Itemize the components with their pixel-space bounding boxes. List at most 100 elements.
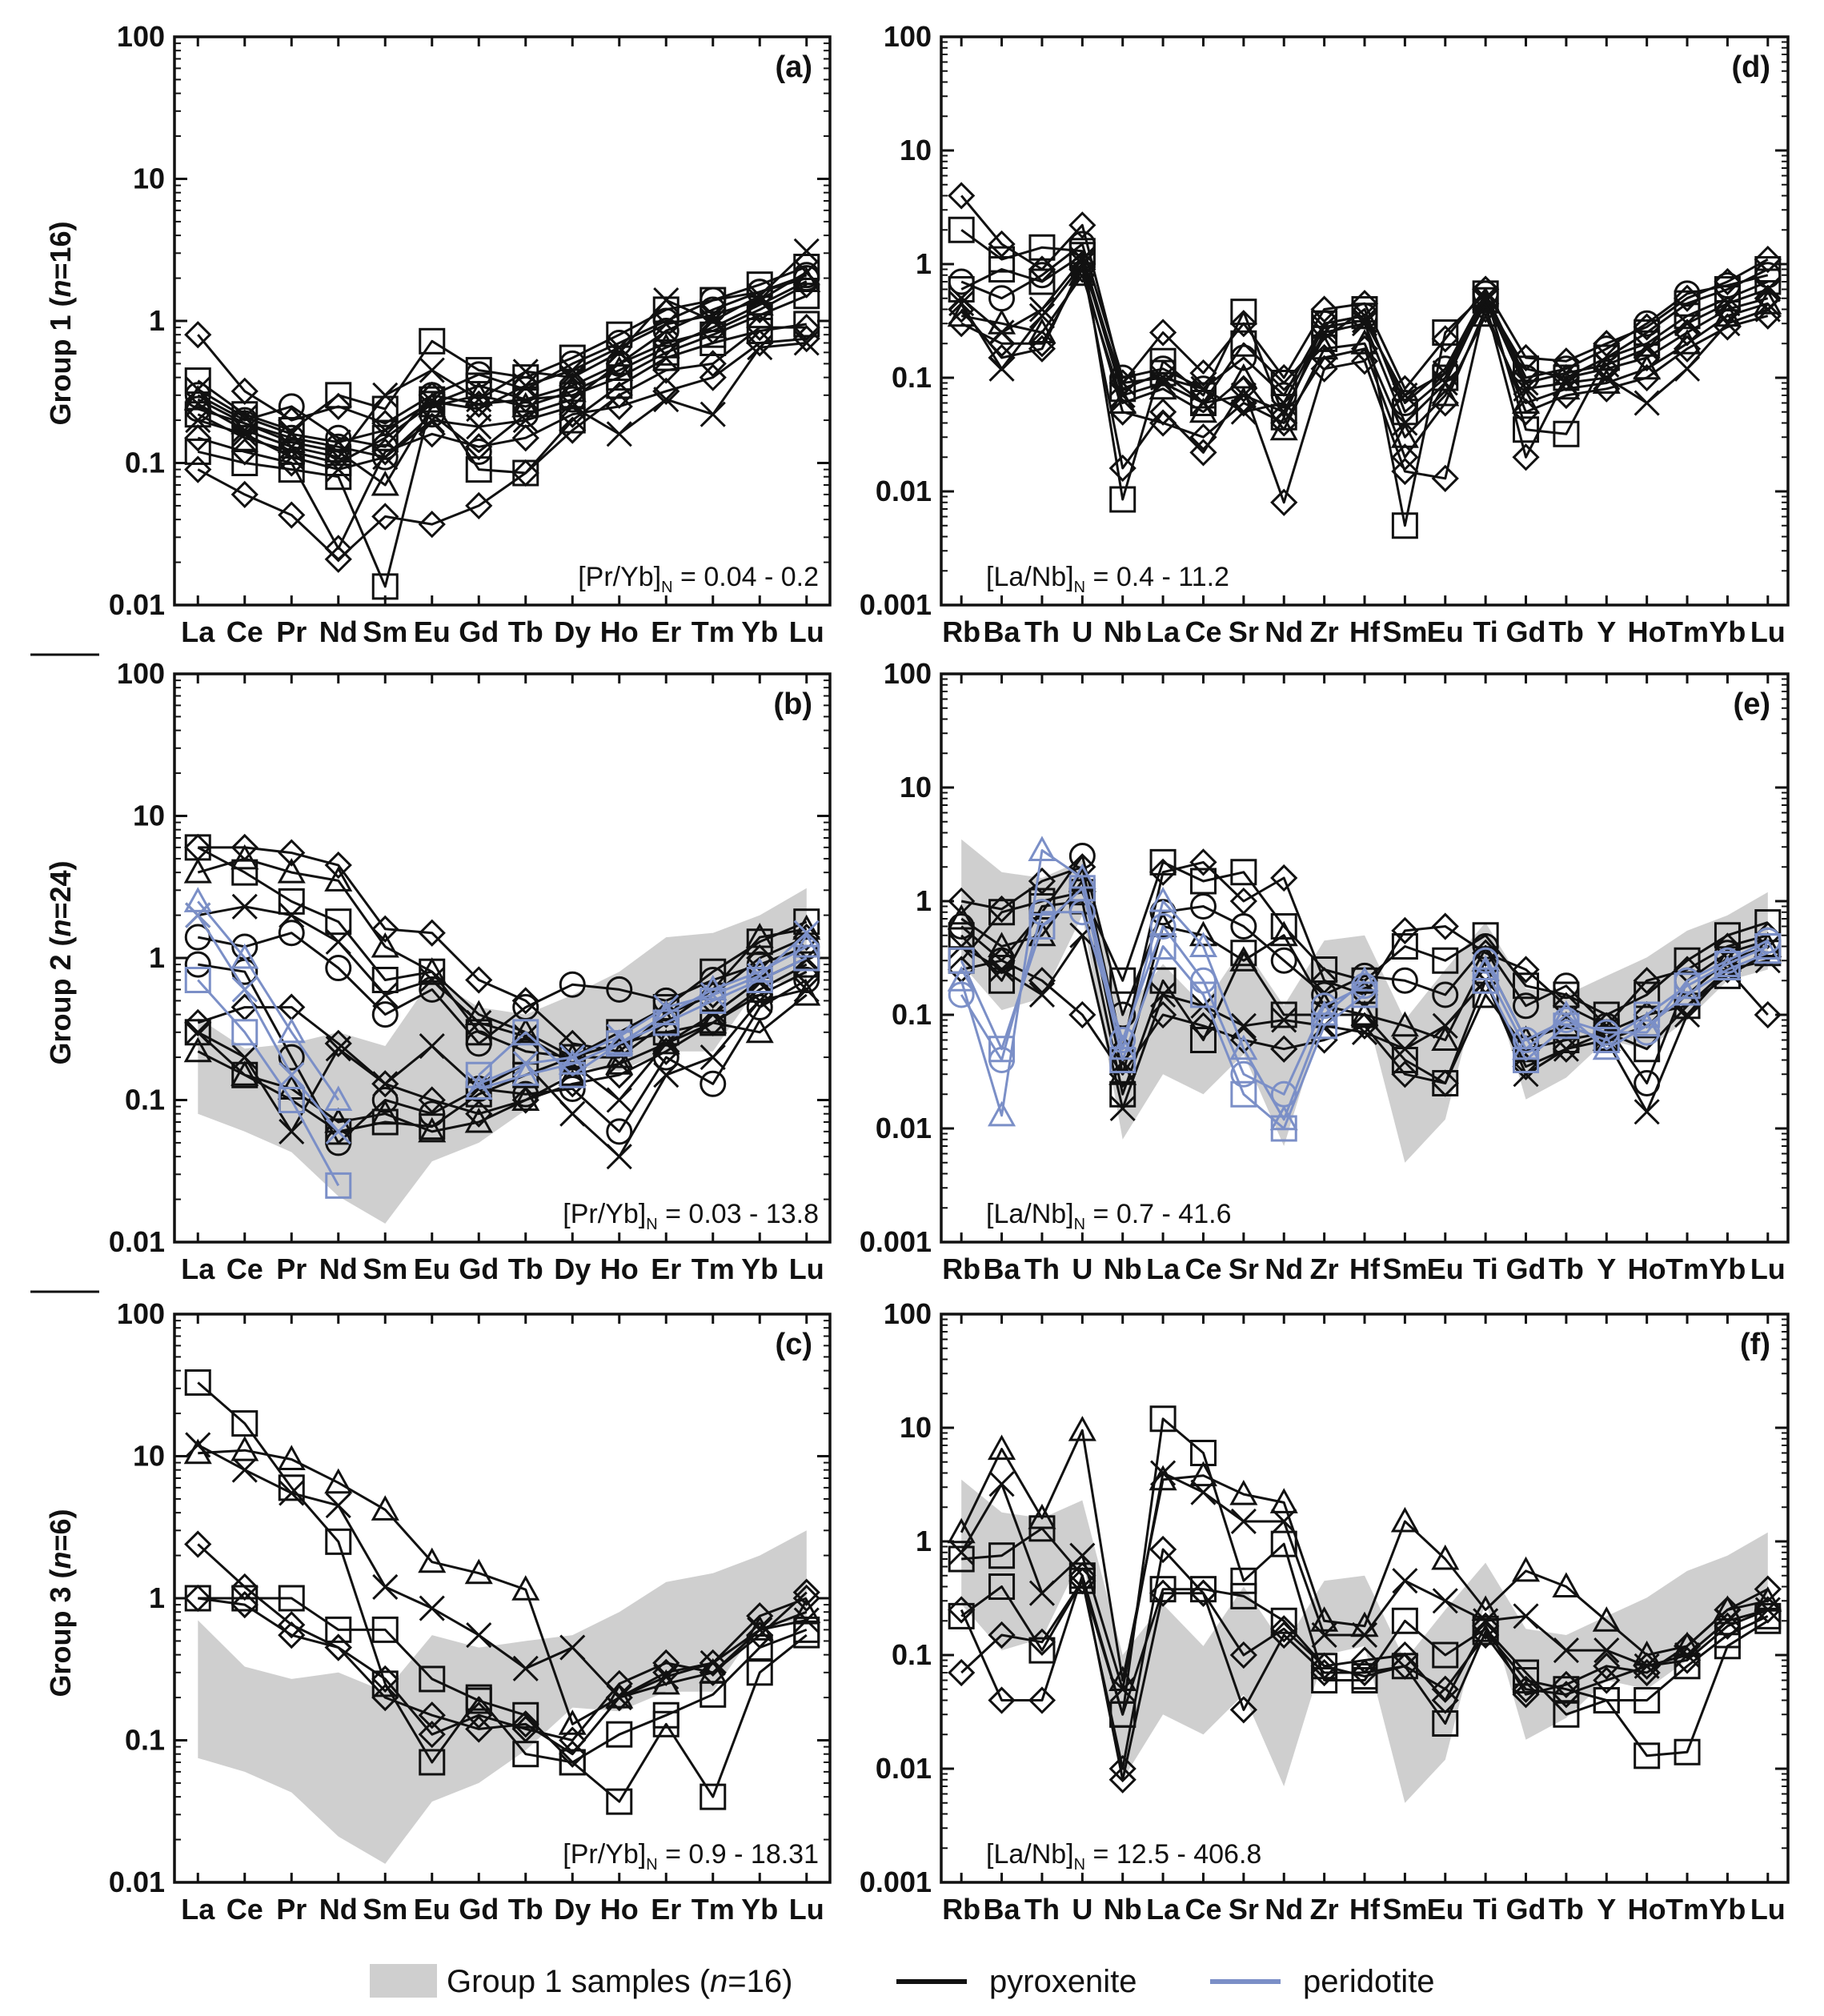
ratio-annotation: [La/Nb]N = 0.4 - 11.2 <box>986 562 1229 596</box>
x-category-label: Gd <box>459 1252 499 1285</box>
data-point-square <box>1230 330 1257 357</box>
data-point-triangle <box>511 1085 540 1111</box>
data-point-circle <box>1311 992 1338 1020</box>
data-point-square <box>988 1542 1016 1569</box>
row-label-group-1: Group 1 (n=16) <box>44 221 77 425</box>
data-point-diamond <box>699 1649 727 1677</box>
x-category-label: Nd <box>1265 1893 1303 1926</box>
data-point-square <box>231 424 259 451</box>
data-point-square <box>419 1749 446 1776</box>
panel-b: 0.01 0.1 1 10 100 La Ce Pr Nd Sm Eu Gd Tb Dy Ho Er Tm Yb L… <box>109 657 832 1285</box>
data-point-triangle <box>1189 1461 1218 1487</box>
data-series <box>948 922 1781 1125</box>
data-point-triangle <box>605 1682 634 1709</box>
data-point-x <box>185 376 211 403</box>
data-point-diamond <box>184 424 212 452</box>
data-point-square <box>988 255 1016 283</box>
y-tick-label: 1 <box>916 1525 932 1557</box>
data-point-circle <box>1270 1080 1297 1108</box>
x-category-label: Tb <box>1549 615 1584 648</box>
data-point-diamond <box>1391 443 1419 471</box>
data-point-triangle <box>1592 1606 1621 1632</box>
data-point-triangle <box>1673 980 1702 1006</box>
data-point-x <box>1351 1621 1378 1649</box>
data-point-x <box>466 395 492 423</box>
data-point-square <box>1432 1069 1459 1096</box>
data-point-triangle <box>792 980 821 1006</box>
data-point-x <box>700 1001 726 1028</box>
data-point-square <box>1109 1047 1136 1074</box>
data-point-square <box>1432 319 1459 346</box>
data-point-diamond <box>988 230 1016 259</box>
data-point-triangle <box>1754 932 1782 958</box>
data-point-diamond <box>1028 867 1056 896</box>
data-point-triangle <box>558 1709 587 1735</box>
x-category-label: Hf <box>1349 1252 1381 1285</box>
x-category-label: Gd <box>459 615 499 648</box>
legend-peridotite-label: peridotite <box>1303 1964 1435 1999</box>
data-point-square <box>1351 1001 1378 1028</box>
data-point-square <box>1149 933 1177 960</box>
data-point-circle <box>278 1044 305 1071</box>
data-series <box>184 265 820 471</box>
series-line <box>197 988 808 1158</box>
data-point-square <box>700 987 727 1014</box>
series-line <box>960 1429 1769 1681</box>
data-point-diamond <box>1673 335 1702 363</box>
data-point-circle <box>1351 962 1378 989</box>
data-point-diamond <box>465 1715 493 1743</box>
data-point-diamond <box>184 1530 212 1558</box>
data-point-triangle <box>651 1028 680 1055</box>
data-point-triangle <box>324 437 353 463</box>
data-point-x <box>1230 1012 1257 1039</box>
y-tick-label: 0.001 <box>860 1225 932 1258</box>
data-point-diamond <box>1673 1646 1702 1674</box>
x-category-label: Yb <box>1709 615 1746 648</box>
series-line <box>197 846 808 1059</box>
data-point-square <box>184 1019 211 1046</box>
data-point-square <box>1068 1567 1096 1594</box>
data-point-square <box>371 1108 399 1136</box>
data-point-triangle <box>745 922 774 948</box>
x-category-label: Yb <box>741 1252 778 1285</box>
data-point-square <box>1230 1080 1257 1108</box>
data-point-circle <box>559 1075 586 1102</box>
data-point-diamond <box>184 455 212 483</box>
data-point-triangle <box>1229 363 1258 389</box>
y-tick-label: 1 <box>149 304 165 337</box>
data-point-square <box>1230 1582 1257 1609</box>
y-tick-label: 10 <box>133 800 165 832</box>
data-point-diamond <box>231 377 259 405</box>
data-point-x <box>419 967 445 993</box>
data-point-circle <box>606 350 633 377</box>
data-point-diamond <box>278 1611 306 1639</box>
x-category-label: Eu <box>414 615 451 648</box>
data-point-diamond <box>1633 313 1661 341</box>
data-point-square <box>559 1749 586 1776</box>
data-point-circle <box>1513 1027 1540 1054</box>
y-tick-label: 1 <box>916 884 932 917</box>
x-category-label: Tm <box>692 615 735 648</box>
data-point-square <box>652 1710 679 1737</box>
y-tick-label: 1 <box>149 1581 165 1614</box>
x-category-label: Ho <box>600 615 639 648</box>
y-tick-label: 10 <box>900 134 932 166</box>
data-point-diamond <box>1754 1000 1782 1029</box>
data-point-x <box>988 1471 1015 1497</box>
data-point-circle <box>278 393 305 420</box>
data-point-triangle <box>1189 397 1218 423</box>
data-point-triangle <box>1068 1416 1096 1441</box>
data-point-circle <box>1432 981 1459 1008</box>
data-point-x <box>747 287 773 314</box>
data-point-x <box>279 444 305 471</box>
series-line <box>960 1574 1769 1782</box>
data-point-diamond <box>371 1070 399 1098</box>
data-point-x <box>466 1071 492 1097</box>
data-point-diamond <box>1189 359 1217 387</box>
x-category-label: Lu <box>1750 1893 1786 1926</box>
data-point-triangle <box>1390 1506 1419 1533</box>
data-point-triangle <box>231 844 259 870</box>
data-point-x <box>559 1634 586 1661</box>
data-series <box>948 1460 1781 1702</box>
data-point-diamond <box>1593 355 1621 383</box>
